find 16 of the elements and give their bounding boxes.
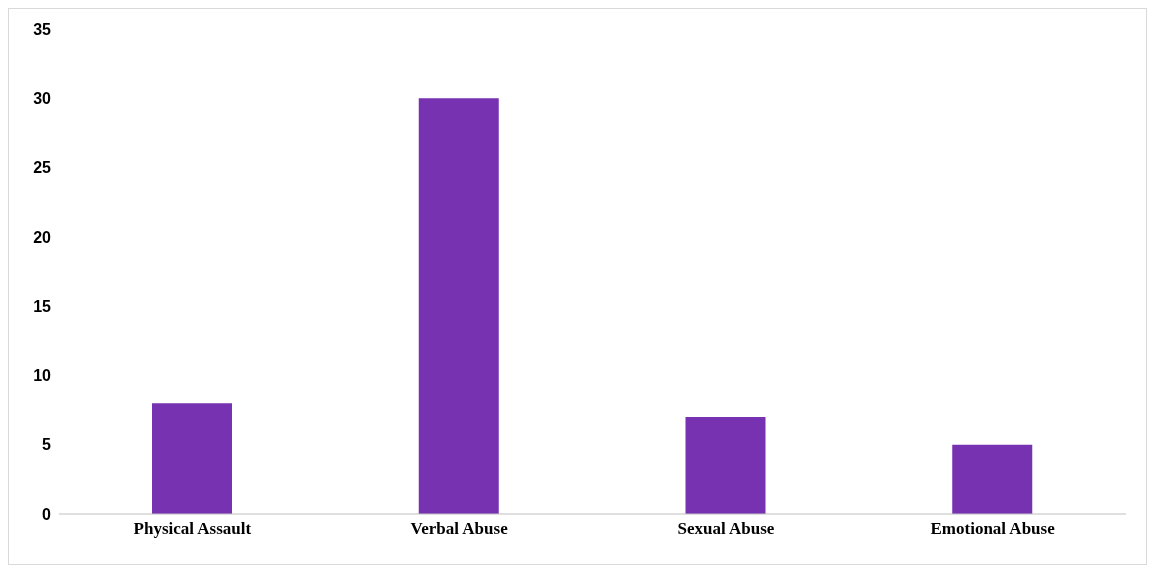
y-tick-label: 15 [33, 297, 52, 315]
y-tick-label: 10 [33, 367, 52, 385]
y-tick-label: 0 [42, 505, 52, 523]
bar [152, 403, 232, 514]
bar [418, 98, 499, 514]
x-tick-label: Emotional Abuse [930, 519, 1056, 539]
x-tick-label: Verbal Abuse [410, 519, 509, 539]
x-tick-label: Physical Assault [133, 519, 252, 539]
y-tick-label: 5 [42, 436, 52, 454]
y-tick-label: 20 [33, 228, 52, 246]
x-tick-label: Sexual Abuse [677, 519, 775, 539]
y-tick-label: 25 [33, 159, 52, 177]
y-tick-label: 35 [33, 20, 52, 38]
bar [685, 417, 766, 514]
bar [952, 444, 1033, 514]
y-tick-label: 30 [33, 89, 52, 107]
